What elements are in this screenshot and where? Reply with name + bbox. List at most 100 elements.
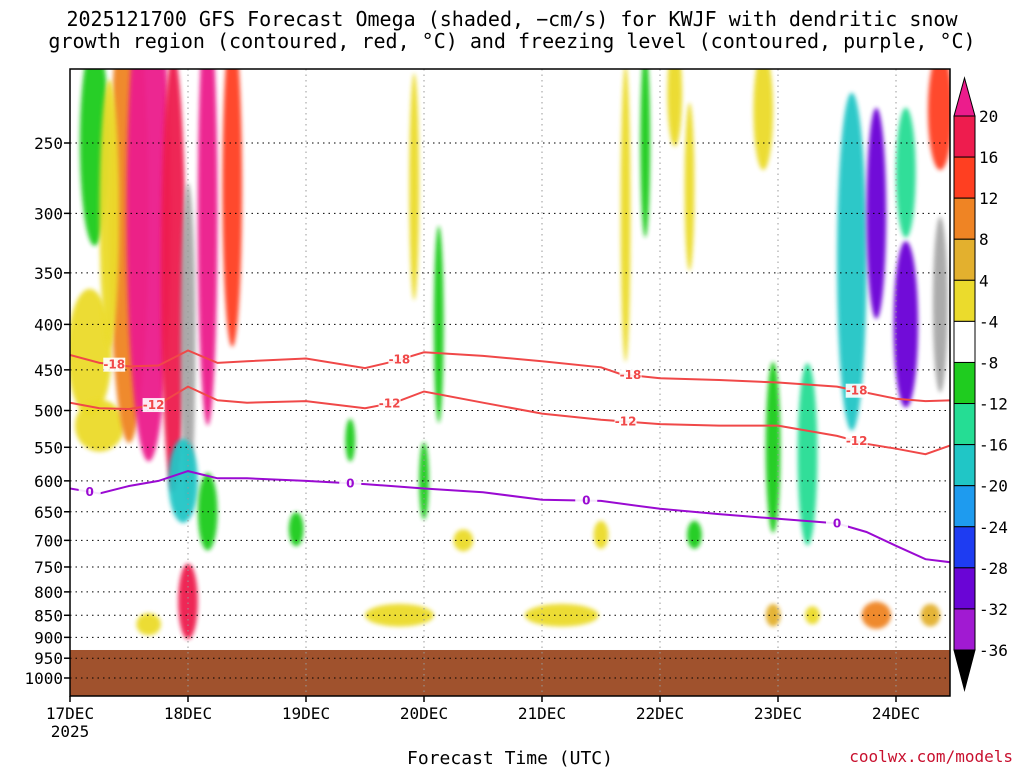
- omega-blob: [365, 603, 434, 627]
- colorbar-swatch: [953, 238, 976, 281]
- contour-label: 0: [85, 485, 93, 499]
- colorbar-label: 16: [979, 148, 998, 167]
- chart-title-line-1: 2025121700 GFS Forecast Omega (shaded, −…: [66, 7, 958, 31]
- contour-label: 0: [582, 494, 590, 508]
- omega-blob: [593, 520, 609, 549]
- contour-label-bg: [575, 493, 598, 508]
- omega-blob: [893, 241, 919, 408]
- omega-blob: [920, 603, 941, 627]
- colorbar-swatch: [953, 444, 976, 487]
- y-tick-label: 700: [34, 531, 63, 550]
- colorbar-swatch: [953, 567, 976, 610]
- omega-blob: [866, 107, 887, 319]
- y-tick-label: 300: [34, 204, 63, 223]
- omega-blob: [837, 92, 867, 431]
- contour-lines: -18 -18 -18 -18 -12 -12 -12 -12 0 0 0 0: [70, 349, 950, 564]
- y-tick-label: 650: [34, 503, 63, 522]
- omega-blob: [345, 418, 356, 462]
- omega-blob: [197, 69, 218, 426]
- colorbar-swatch: [953, 485, 976, 528]
- omega-blob: [126, 69, 171, 462]
- omega-blob: [932, 216, 948, 393]
- colorbar-label: -16: [979, 436, 1008, 455]
- omega-blob: [797, 362, 818, 546]
- colorbar-bottom-arrow: [953, 649, 976, 692]
- credit-link[interactable]: coolwx.com/models: [849, 747, 1013, 766]
- omega-blob: [222, 69, 243, 347]
- colorbar-swatch: [953, 403, 976, 446]
- colorbar-swatch: [953, 156, 976, 199]
- colorbar-label: -12: [979, 395, 1008, 414]
- omega-blob: [896, 107, 916, 238]
- colorbar-label: 20: [979, 107, 998, 126]
- omega-blob: [765, 361, 781, 533]
- colorbar: 20 16 12 8 4 -4 -8 -12 -16 -20 -24 -28 -32 -36: [953, 76, 1008, 692]
- contour-label: 0: [833, 516, 841, 530]
- omega-blob: [667, 69, 683, 147]
- contour-label-bg: [614, 414, 637, 429]
- colorbar-label: -24: [979, 518, 1008, 537]
- colorbar-label: -32: [979, 600, 1008, 619]
- x-tick-label: 18DEC: [164, 704, 212, 723]
- grid: [70, 69, 950, 696]
- contour-label-bg: [142, 398, 165, 413]
- contour-label: -18: [846, 384, 868, 398]
- colorbar-swatch: [953, 320, 976, 363]
- x-tick-sublabel: 2025: [51, 722, 90, 741]
- colorbar-label: -28: [979, 559, 1008, 578]
- omega-blob: [419, 442, 429, 520]
- omega-blob: [160, 69, 186, 493]
- omega-blob: [805, 606, 820, 625]
- x-tick-label: 19DEC: [282, 704, 330, 723]
- contour-label: -12: [143, 398, 165, 412]
- colorbar-label: 8: [979, 230, 989, 249]
- y-tick-label: 950: [34, 649, 63, 668]
- plot-frame: [69, 68, 951, 697]
- x-axis-label: Forecast Time (UTC): [407, 748, 613, 768]
- ground-fill: [70, 649, 950, 696]
- x-tick-label: 22DEC: [636, 704, 684, 723]
- contour-label-bg: [378, 396, 401, 411]
- y-tick-label: 750: [34, 558, 63, 577]
- omega-blob: [765, 603, 781, 627]
- chart-title-line-2: growth region (contoured, red, °C) and f…: [48, 29, 976, 53]
- colorbar-label: 12: [979, 189, 998, 208]
- omega-blob: [927, 69, 950, 170]
- colorbar-swatch: [953, 115, 976, 158]
- y-tick-label: 250: [34, 134, 63, 153]
- y-tick-label: 450: [34, 361, 63, 380]
- y-tick-label: 800: [34, 583, 63, 602]
- omega-blob: [178, 563, 198, 640]
- y-tick-label: 900: [34, 628, 63, 647]
- contour-line-0: [70, 470, 950, 564]
- colorbar-swatch: [953, 197, 976, 240]
- colorbar-label: -4: [979, 312, 998, 331]
- contour-label: -12: [615, 415, 637, 429]
- contour-line--18: [70, 349, 950, 403]
- contour-label: -12: [846, 434, 868, 448]
- contour-label: -18: [103, 358, 125, 372]
- omega-blob: [70, 288, 112, 416]
- omega-blob: [861, 601, 892, 629]
- contour-label-bg: [78, 484, 101, 499]
- x-tick-label: 23DEC: [754, 704, 802, 723]
- y-tick-label: 400: [34, 315, 63, 334]
- y-tick-label: 1000: [24, 669, 63, 688]
- omega-blob: [620, 69, 631, 362]
- contour-label-bg: [845, 383, 868, 398]
- omega-blob: [684, 102, 695, 271]
- omega-blob: [753, 69, 774, 170]
- x-tick-label: 21DEC: [518, 704, 566, 723]
- colorbar-label: 4: [979, 271, 989, 290]
- omega-blob: [453, 529, 474, 552]
- y-tick-label: 850: [34, 606, 63, 625]
- colorbar-swatch: [953, 279, 976, 322]
- contour-label: -18: [389, 353, 411, 367]
- omega-blob: [136, 613, 161, 636]
- colorbar-label: -8: [979, 353, 998, 372]
- contour-label-bg: [845, 434, 868, 449]
- x-tick-label: 24DEC: [872, 704, 920, 723]
- contour-label-bg: [388, 352, 411, 367]
- colorbar-label: -20: [979, 477, 1008, 496]
